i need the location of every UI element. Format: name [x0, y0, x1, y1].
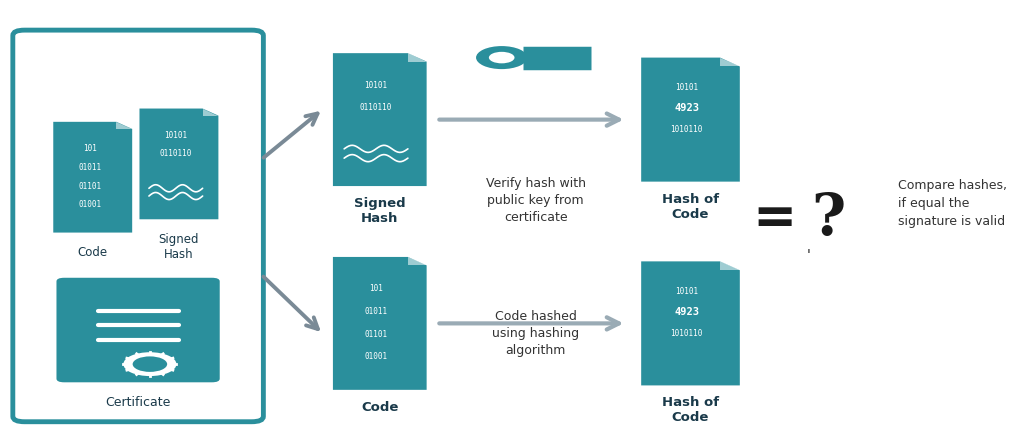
FancyBboxPatch shape: [56, 278, 220, 382]
Circle shape: [133, 357, 167, 372]
Polygon shape: [641, 261, 739, 385]
Text: =: =: [753, 193, 797, 245]
Text: 0110110: 0110110: [160, 149, 191, 159]
Circle shape: [476, 46, 527, 69]
Text: 4923: 4923: [674, 104, 699, 113]
Polygon shape: [720, 58, 739, 66]
FancyBboxPatch shape: [13, 30, 263, 422]
Polygon shape: [139, 109, 218, 219]
Text: 10101: 10101: [365, 81, 388, 89]
Text: ': ': [807, 248, 811, 262]
Text: 01101: 01101: [78, 182, 101, 190]
Text: Code: Code: [361, 401, 398, 414]
Polygon shape: [333, 257, 427, 390]
Polygon shape: [641, 58, 739, 182]
Text: 0110110: 0110110: [359, 103, 392, 112]
Text: Certificate: Certificate: [105, 396, 171, 409]
Text: 10101: 10101: [164, 131, 187, 140]
Text: 101: 101: [83, 144, 96, 153]
Polygon shape: [333, 53, 427, 186]
Circle shape: [488, 52, 514, 63]
Text: ?: ?: [811, 191, 846, 247]
Polygon shape: [408, 53, 427, 62]
Polygon shape: [203, 109, 218, 116]
Text: 01011: 01011: [365, 307, 388, 316]
Polygon shape: [720, 261, 739, 270]
Polygon shape: [117, 122, 132, 129]
Text: 10101: 10101: [675, 83, 698, 92]
Text: Hash of
Code: Hash of Code: [662, 193, 719, 221]
Circle shape: [123, 352, 176, 376]
Polygon shape: [53, 122, 132, 233]
Text: 1010110: 1010110: [671, 125, 702, 134]
Text: 1010110: 1010110: [671, 329, 702, 338]
Text: Signed
Hash: Signed Hash: [354, 197, 406, 225]
Text: Signed
Hash: Signed Hash: [159, 233, 200, 260]
Text: Hash of
Code: Hash of Code: [662, 396, 719, 424]
Text: Code: Code: [78, 246, 108, 259]
Polygon shape: [41, 35, 197, 63]
Text: 01001: 01001: [78, 200, 101, 210]
Text: 01011: 01011: [78, 163, 101, 172]
Text: Code hashed
using hashing
algorithm: Code hashed using hashing algorithm: [493, 310, 580, 357]
Text: 10101: 10101: [675, 287, 698, 295]
Text: 101: 101: [369, 284, 383, 293]
Text: 01001: 01001: [365, 352, 388, 361]
Polygon shape: [408, 257, 427, 265]
Text: 4923: 4923: [674, 307, 699, 317]
Text: Verify hash with
public key from
certificate: Verify hash with public key from certifi…: [485, 177, 586, 224]
Text: 01101: 01101: [365, 330, 388, 338]
Text: Compare hashes,
if equal the
signature is valid: Compare hashes, if equal the signature i…: [898, 179, 1007, 228]
